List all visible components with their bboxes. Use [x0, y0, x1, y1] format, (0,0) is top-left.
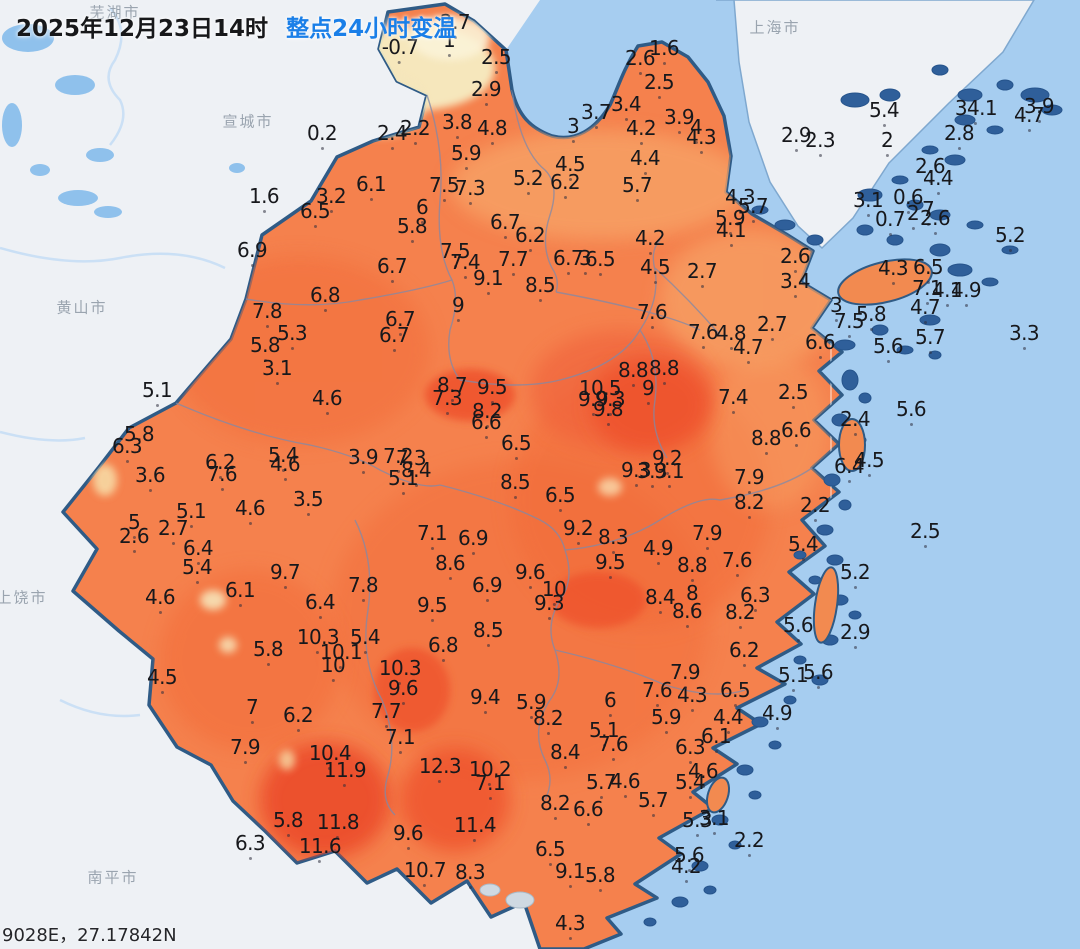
- mainland-rivers: [0, 7, 226, 718]
- large-island-group: [705, 258, 933, 814]
- temperature-shading-patches: [93, 16, 840, 858]
- title-datetime: 2025年12月23日14时: [16, 16, 269, 42]
- shanghai-landmass: [716, 0, 1035, 250]
- map-title: 2025年12月23日14时 整点24小时变温: [16, 16, 456, 44]
- mainland-outside-province: [0, 0, 540, 949]
- coordinate-readout: 9028E，27.17842N: [2, 925, 177, 947]
- city-boundaries: [175, 89, 813, 816]
- title-metric-link[interactable]: 整点24小时变温: [286, 16, 457, 42]
- mainland-water-features: [2, 24, 289, 232]
- gray-island-group: [479, 883, 535, 909]
